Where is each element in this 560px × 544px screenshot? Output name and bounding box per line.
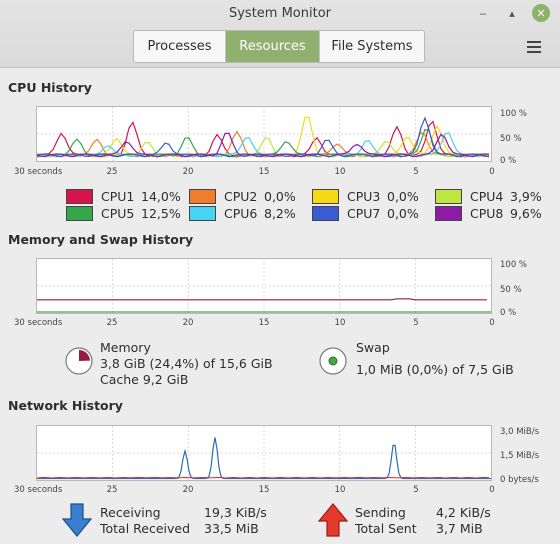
network-history-plot — [36, 426, 491, 480]
mem-x-label-0: 0 — [489, 318, 495, 328]
mem-x-label-10: 10 — [334, 318, 346, 328]
total-sent-label: Total Sent — [355, 521, 417, 536]
cpu8-color-swatch[interactable] — [435, 205, 462, 221]
cpu-x-label-30: 30 seconds — [14, 167, 63, 177]
cpu-trace-cpu8 — [36, 132, 490, 158]
cpu-legend-cpu3[interactable]: CPU3 0,0% — [312, 188, 419, 204]
mem-x-label-30: 30 seconds — [14, 318, 63, 328]
net-x-label-5: 5 — [413, 485, 419, 495]
cpu-history-title: CPU History — [8, 80, 92, 95]
sending-label: Sending — [355, 505, 406, 520]
cpu5-color-swatch[interactable] — [66, 205, 93, 221]
minimize-icon[interactable]: ‒ — [479, 6, 487, 20]
network-history-title: Network History — [8, 398, 123, 413]
cpu-legend-cpu6[interactable]: CPU6 8,2% — [189, 205, 296, 221]
hamburger-menu-icon[interactable] — [524, 38, 544, 56]
sending-arrow-icon[interactable] — [317, 503, 349, 537]
mem-x-label-5: 5 — [413, 318, 419, 328]
cpu-x-label-5: 5 — [413, 167, 419, 177]
cpu2-color-swatch[interactable] — [189, 188, 216, 204]
cpu6-color-swatch[interactable] — [189, 205, 216, 221]
receive-trace — [37, 437, 491, 480]
mem-y-label-100: 100 % — [500, 260, 528, 270]
net-x-label-25: 25 — [106, 485, 118, 495]
swap-info: Swap 1,0 MiB (0,0%) of 7,5 GiB — [356, 340, 514, 378]
net-y-label-max: 3,0 MiB/s — [500, 427, 540, 437]
net-x-label-15: 15 — [258, 485, 270, 495]
cpu-legend-cpu4[interactable]: CPU4 3,9% — [435, 188, 542, 204]
swap-label: Swap — [356, 340, 390, 355]
mem-y-label-0: 0 % — [500, 308, 517, 318]
total-received-label: Total Received — [100, 521, 191, 536]
cpu3-color-swatch[interactable] — [312, 188, 339, 204]
cpu7-color-swatch[interactable] — [312, 205, 339, 221]
network-history-graph — [36, 425, 492, 481]
cpu-x-label-20: 20 — [182, 167, 194, 177]
window-title: System Monitor — [228, 6, 332, 21]
cpu-history-graph — [36, 106, 492, 162]
cpu-history-plot — [36, 107, 491, 161]
total-received-value: 33,5 MiB — [204, 521, 259, 536]
receiving-value: 19,3 KiB/s — [204, 505, 267, 520]
mem-y-label-50: 50 % — [500, 285, 522, 295]
total-sent-value: 3,7 MiB — [436, 521, 483, 536]
mem-x-label-25: 25 — [106, 318, 118, 328]
tab-resources[interactable]: Resources — [226, 31, 320, 62]
net-x-label-20: 20 — [182, 485, 194, 495]
tab-file-systems[interactable]: File Systems — [331, 39, 413, 54]
mem-x-label-15: 15 — [258, 318, 270, 328]
swap-usage: 1,0 MiB (0,0%) of 7,5 GiB — [356, 362, 514, 377]
net-x-label-10: 10 — [334, 485, 346, 495]
cpu-y-label-50: 50 % — [500, 134, 522, 144]
swap-pie-icon[interactable] — [318, 346, 348, 376]
tab-processes[interactable]: Processes — [134, 31, 226, 62]
receiving-label: Receiving — [100, 505, 161, 520]
cpu-legend-cpu1[interactable]: CPU1 14,0% — [66, 188, 181, 204]
cpu-x-label-0: 0 — [489, 167, 495, 177]
net-x-label-30: 30 seconds — [14, 485, 63, 495]
cpu-trace-cpu5 — [36, 128, 490, 158]
cpu-trace-cpu7 — [36, 116, 490, 158]
memory-usage: 3,8 GiB (24,4%) of 15,6 GiB — [100, 356, 273, 371]
send-trace — [36, 476, 490, 479]
net-x-label-0: 0 — [489, 485, 495, 495]
cpu4-color-swatch[interactable] — [435, 188, 462, 204]
memory-history-graph — [36, 258, 492, 314]
mem-x-label-20: 20 — [182, 318, 194, 328]
cpu-legend-cpu8[interactable]: CPU8 9,6% — [435, 205, 542, 221]
memory-label: Memory — [100, 340, 151, 355]
memory-history-title: Memory and Swap History — [8, 232, 194, 247]
memory-cache: Cache 9,2 GiB — [100, 372, 189, 387]
memory-info: Memory 3,8 GiB (24,4%) of 15,6 GiB Cache… — [100, 340, 273, 388]
cpu-legend-cpu5[interactable]: CPU5 12,5% — [66, 205, 181, 221]
cpu-x-label-25: 25 — [106, 167, 118, 177]
cpu1-color-swatch[interactable] — [66, 188, 93, 204]
receiving-arrow-icon[interactable] — [61, 503, 93, 537]
cpu-y-label-100: 100 % — [500, 109, 528, 119]
cpu-legend-cpu2[interactable]: CPU2 0,0% — [189, 188, 296, 204]
cpu-x-label-10: 10 — [334, 167, 346, 177]
view-switcher: Processes Resources File Systems — [133, 30, 425, 63]
close-icon[interactable]: ✕ — [532, 4, 550, 22]
cpu-x-label-15: 15 — [258, 167, 270, 177]
memory-trace — [37, 298, 487, 301]
net-y-label-mid: 1,5 MiB/s — [500, 451, 540, 461]
sending-value: 4,2 KiB/s — [436, 505, 491, 520]
maximize-icon[interactable]: ▴ — [509, 6, 515, 20]
memory-pie-icon[interactable] — [64, 346, 94, 376]
title-bar: System Monitor ‒ ▴ ✕ Processes Resources… — [0, 0, 560, 68]
cpu-legend-cpu7[interactable]: CPU7 0,0% — [312, 205, 419, 221]
cpu-y-label-0: 0 % — [500, 156, 517, 166]
net-y-label-zero: 0 bytes/s — [500, 475, 539, 485]
memory-history-plot — [37, 259, 491, 313]
